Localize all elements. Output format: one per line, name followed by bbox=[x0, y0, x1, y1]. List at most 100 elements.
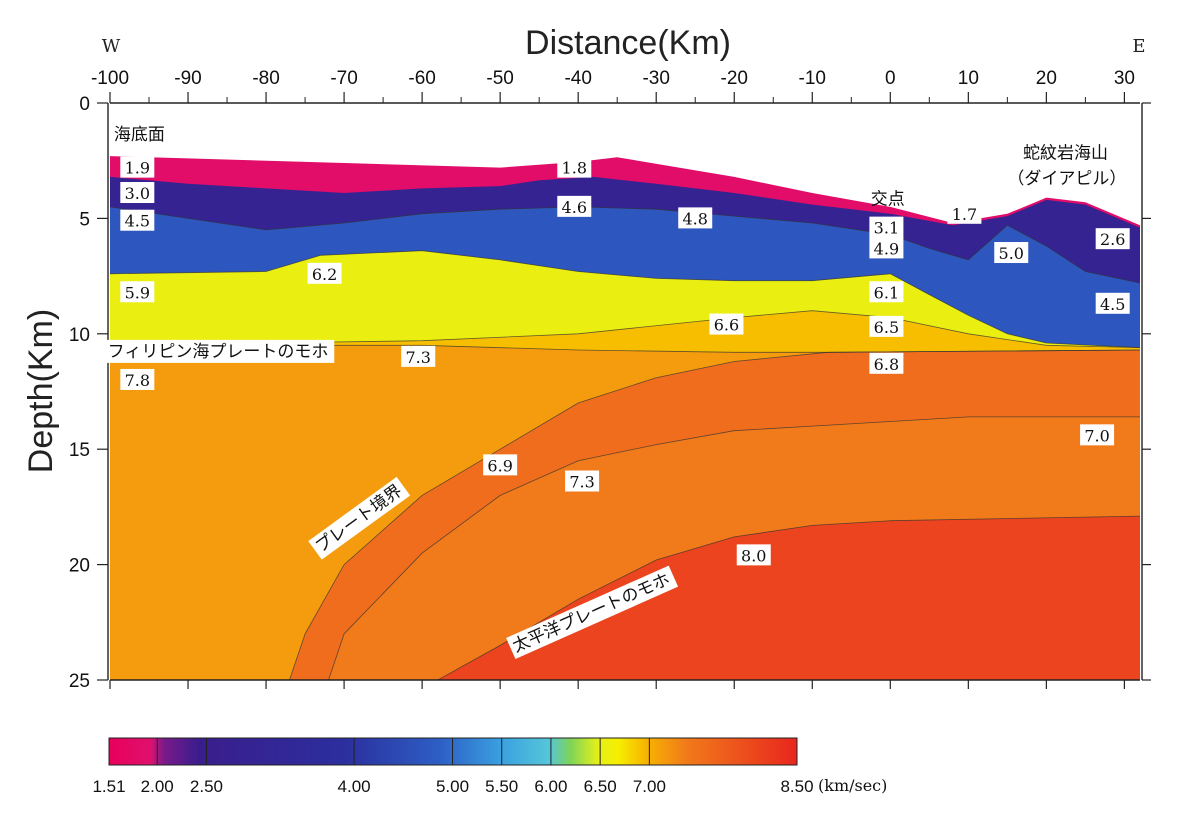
y-tick-label: 15 bbox=[69, 440, 90, 461]
velocity-label-text: 6.5 bbox=[874, 318, 899, 337]
y-tick-label: 20 bbox=[69, 556, 90, 577]
annotation-intersection: 交点 bbox=[871, 190, 905, 210]
annotation-text: 蛇紋岩海山 bbox=[1023, 143, 1108, 163]
velocity-label-text: 4.5 bbox=[125, 212, 150, 231]
velocity-label-box bbox=[947, 202, 982, 224]
x-tick-label: -60 bbox=[408, 68, 435, 89]
velocity-label: 7.0 bbox=[1080, 424, 1115, 446]
color-scale-tick-label: 8.50 bbox=[780, 777, 813, 796]
color-scale-ticks: 1.51 2.00 2.50 4.00 5.00 5.50 6.00 6.50 7.00 8.50 bbox=[92, 738, 814, 796]
boundary-4 bbox=[110, 310, 1140, 348]
x-tick-label: -20 bbox=[721, 68, 748, 89]
velocity-layers bbox=[110, 156, 1140, 680]
y-tick-label: 10 bbox=[69, 325, 90, 346]
velocity-label-box bbox=[869, 216, 904, 238]
velocity-label-text: 3.0 bbox=[125, 184, 150, 203]
annotation-seafloor: 海底面 bbox=[114, 125, 165, 145]
velocity-label-box bbox=[994, 242, 1029, 264]
color-scale-tick-label: 6.00 bbox=[534, 777, 567, 796]
x-tick-label: -70 bbox=[330, 68, 357, 89]
y-axis-title: Depth(Km) bbox=[22, 309, 60, 473]
velocity-label: 6.6 bbox=[709, 313, 744, 335]
boundary-2 bbox=[110, 206, 1140, 284]
velocity-label-box bbox=[869, 237, 904, 259]
velocity-label-text: 8.0 bbox=[741, 546, 766, 565]
velocity-label: 1.8 bbox=[557, 156, 592, 178]
x-axis-ticks: -100 -90 -80 -70 -60 -50 -40 -30 -20 -10 0 10 20 30 bbox=[91, 68, 1135, 689]
velocity-label-box bbox=[120, 368, 155, 390]
velocity-label-box bbox=[736, 544, 771, 566]
velocity-label-text: 6.9 bbox=[487, 456, 512, 475]
boundary-3 bbox=[110, 250, 1140, 348]
velocity-label-text: 6.2 bbox=[312, 265, 337, 284]
east-label: E bbox=[1132, 36, 1145, 57]
velocity-label-text: 7.0 bbox=[1084, 426, 1109, 445]
color-scale-tick-label: 7.00 bbox=[633, 777, 666, 796]
velocity-label: 4.5 bbox=[1095, 292, 1130, 314]
x-tick-label: 0 bbox=[885, 68, 896, 89]
velocity-label: 5.0 bbox=[994, 242, 1029, 264]
color-scale: 1.51 2.00 2.50 4.00 5.00 5.50 6.00 6.50 7.00 8.50… bbox=[92, 737, 887, 796]
x-tick-label: 30 bbox=[1114, 68, 1135, 89]
y-tick-label: 5 bbox=[79, 209, 90, 230]
velocity-label-box bbox=[307, 262, 342, 284]
annotation-text: フィリピン海プレートのモホ bbox=[108, 342, 329, 362]
velocity-label-box bbox=[678, 207, 713, 229]
velocity-label: 1.9 bbox=[120, 156, 155, 178]
velocity-label: 7.3 bbox=[565, 470, 600, 492]
velocity-label: 6.8 bbox=[869, 352, 904, 374]
velocity-label: 6.9 bbox=[483, 454, 518, 476]
velocity-label-box bbox=[565, 470, 600, 492]
annotation-text: 海底面 bbox=[114, 125, 165, 145]
x-tick-label: -10 bbox=[799, 68, 826, 89]
annotation-text: （ダイアピル） bbox=[1007, 169, 1126, 189]
velocity-label-box bbox=[120, 209, 155, 231]
color-scale-tick-label: 5.50 bbox=[485, 777, 518, 796]
velocity-label: 4.6 bbox=[557, 195, 592, 217]
annotation-text: 交点 bbox=[871, 190, 905, 210]
velocity-label-text: 3.1 bbox=[874, 219, 899, 238]
annotation-box bbox=[104, 339, 335, 363]
annotation-philippine-moho: フィリピン海プレートのモホ bbox=[104, 339, 335, 363]
x-tick-label: -40 bbox=[564, 68, 591, 89]
velocity-label-text: 5.0 bbox=[999, 244, 1024, 263]
velocity-label-text: 4.9 bbox=[874, 239, 899, 258]
velocity-label: 4.8 bbox=[678, 207, 713, 229]
velocity-label-text: 6.6 bbox=[714, 316, 739, 335]
velocity-label-box bbox=[869, 281, 904, 303]
velocity-label-box bbox=[120, 281, 155, 303]
velocity-label: 4.5 bbox=[120, 209, 155, 231]
x-tick-label: -80 bbox=[252, 68, 279, 89]
velocity-label-text: 1.9 bbox=[125, 159, 150, 178]
x-tick-label: -90 bbox=[174, 68, 201, 89]
velocity-label-box bbox=[869, 315, 904, 337]
velocity-label-text: 4.8 bbox=[683, 209, 708, 228]
velocity-label-box bbox=[1080, 424, 1115, 446]
velocity-label: 6.5 bbox=[869, 315, 904, 337]
velocity-label-box bbox=[557, 156, 592, 178]
annotation-seamount-diapir: （ダイアピル） bbox=[1007, 169, 1126, 189]
x-tick-label: 20 bbox=[1036, 68, 1057, 89]
velocity-label-box bbox=[557, 195, 592, 217]
velocity-label-box bbox=[401, 345, 436, 367]
velocity-label: 7.8 bbox=[120, 368, 155, 390]
velocity-label: 7.3 bbox=[401, 345, 436, 367]
velocity-label: 3.1 bbox=[869, 216, 904, 238]
velocity-label: 4.9 bbox=[869, 237, 904, 259]
layer-8 bbox=[437, 516, 1140, 680]
velocity-label: 5.9 bbox=[120, 281, 155, 303]
velocity-label-box bbox=[1095, 292, 1130, 314]
annotation-box bbox=[308, 476, 411, 560]
velocity-label-text: 4.6 bbox=[562, 198, 587, 217]
velocity-label-box bbox=[120, 156, 155, 178]
velocity-label-box bbox=[1095, 228, 1130, 250]
velocity-label: 3.0 bbox=[120, 182, 155, 204]
y-tick-label: 0 bbox=[79, 94, 90, 115]
x-axis-title: Distance(Km) bbox=[525, 24, 731, 62]
color-scale-tick-label: 5.00 bbox=[436, 777, 469, 796]
velocity-label-text: 6.1 bbox=[874, 283, 899, 302]
velocity-label: 2.6 bbox=[1095, 228, 1130, 250]
velocity-label: 6.1 bbox=[869, 281, 904, 303]
velocity-label-text: 7.8 bbox=[125, 371, 150, 390]
